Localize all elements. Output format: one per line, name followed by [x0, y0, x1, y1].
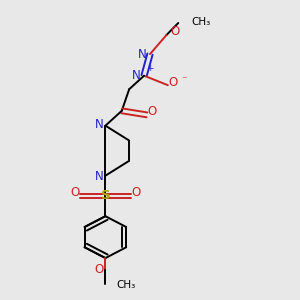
Text: +: + [146, 64, 153, 73]
Text: CH₃: CH₃ [192, 17, 211, 27]
Text: N: N [94, 170, 103, 183]
Text: N: N [138, 48, 147, 61]
Text: S: S [100, 189, 110, 203]
Text: N: N [94, 118, 103, 131]
Text: O: O [131, 186, 141, 199]
Text: O: O [70, 186, 80, 199]
Text: ⁻: ⁻ [182, 75, 187, 85]
Text: O: O [148, 105, 157, 118]
Text: N: N [132, 69, 141, 82]
Text: O: O [170, 26, 179, 38]
Text: O: O [169, 76, 178, 89]
Text: CH₃: CH₃ [117, 280, 136, 290]
Text: O: O [95, 263, 104, 276]
